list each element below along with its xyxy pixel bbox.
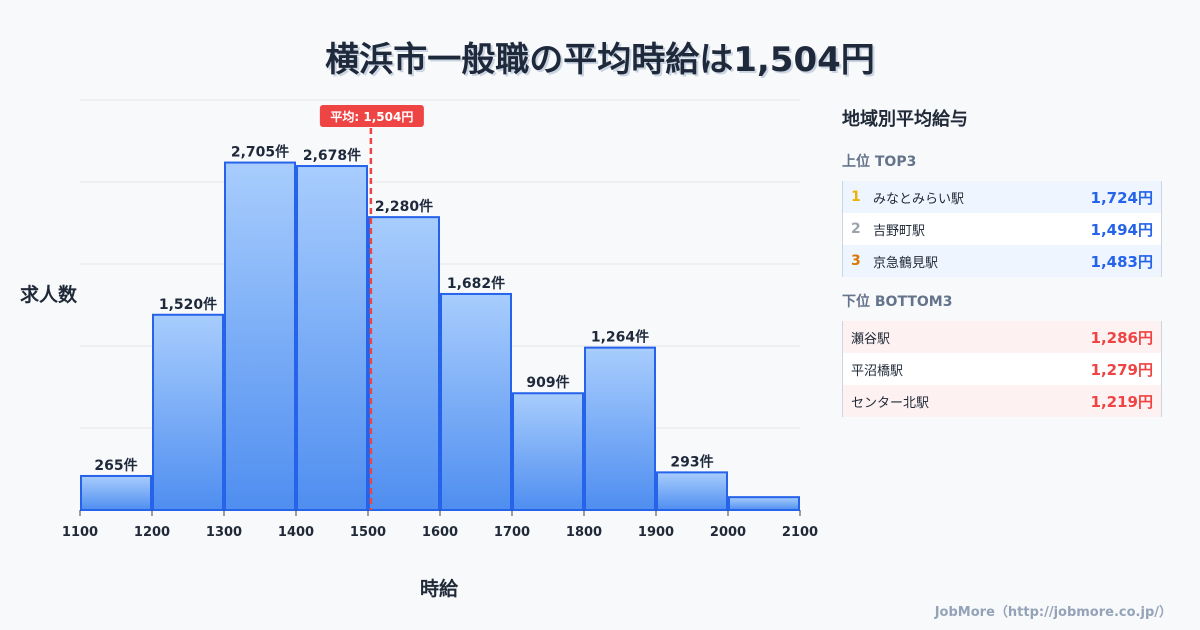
station-name: 平沼橋駅	[851, 363, 904, 379]
x-tick-label: 1500	[350, 525, 386, 540]
bar-data-label: 909件	[526, 374, 569, 391]
histogram-bar	[296, 165, 368, 511]
mean-badge	[319, 105, 424, 127]
x-tick-label: 1200	[134, 525, 170, 540]
regional-panel: 地域別平均給与 上位 TOP3 1 みなとみらい駅 1,724円 2 吉野町駅 1,49…	[842, 100, 1162, 431]
bottom-heading: 下位 BOTTOM3	[842, 294, 953, 310]
station-name: 吉野町駅	[873, 223, 926, 239]
top-table: 1 みなとみらい駅 1,724円 2 吉野町駅 1,494円 3 京急鶴見駅 1,483円	[842, 181, 1162, 277]
x-axis-label: 時給	[420, 578, 459, 600]
wage-value: 1,494円	[1090, 220, 1153, 239]
bottom-table: 瀬谷駅 1,286円 平沼橋駅 1,279円 センター北駅 1,219円	[842, 321, 1162, 417]
x-tick-label: 2100	[782, 525, 818, 540]
page-title: 横浜市一般職の平均時給は1,504円	[325, 40, 875, 80]
rank: 2	[851, 221, 861, 237]
panel-title: 地域別平均給与	[842, 109, 968, 130]
histogram-bar	[368, 216, 440, 511]
bar-data-label: 293件	[670, 453, 713, 470]
x-tick-label: 1100	[62, 525, 98, 540]
histogram: 265件 1,520件 2,705件 2,678件 2,280件 1,682件 909件 1,…	[62, 99, 818, 540]
table-row: 平沼橋駅 1,279円	[843, 353, 1161, 385]
wage-value: 1,483円	[1090, 252, 1153, 271]
top-heading: 上位 TOP3	[842, 154, 917, 170]
x-tick-label: 1800	[566, 525, 602, 540]
table-row: 1 みなとみらい駅 1,724円	[843, 181, 1161, 213]
station-name: センター北駅	[851, 395, 930, 411]
bar-data-label: 1,520件	[159, 296, 217, 313]
bar-data-label: 1,264件	[591, 329, 649, 346]
x-tick-label: 2000	[710, 525, 746, 540]
x-tick-label: 1700	[494, 525, 530, 540]
x-tick-label: 1400	[278, 525, 314, 540]
footer-credit: JobMore（http://jobmore.co.jp/）	[934, 605, 1172, 620]
histogram-bar	[440, 292, 512, 512]
histogram-bar	[656, 471, 728, 512]
histogram-bar	[224, 161, 296, 511]
station-name: 京急鶴見駅	[873, 255, 939, 271]
x-tick-label: 1300	[206, 525, 242, 540]
bar-data-label: 2,705件	[231, 144, 289, 161]
histogram-bar	[152, 313, 224, 511]
x-tick-label: 1600	[422, 525, 458, 540]
histogram-bar	[584, 346, 656, 511]
mean-label: 平均: 1,504円	[330, 109, 413, 124]
wage-value: 1,219円	[1090, 392, 1153, 411]
y-axis-label: 求人数	[20, 284, 78, 306]
histogram-bar	[80, 474, 152, 512]
bar-data-label: 2,280件	[375, 198, 433, 215]
x-tick-label: 1900	[638, 525, 674, 540]
wage-value: 1,279円	[1090, 360, 1153, 379]
table-row: 2 吉野町駅 1,494円	[843, 213, 1161, 245]
wage-value: 1,286円	[1090, 328, 1153, 347]
histogram-bar	[728, 496, 800, 512]
wage-value: 1,724円	[1090, 188, 1153, 207]
bar-data-label: 265件	[94, 457, 137, 474]
bar-data-label: 1,682件	[447, 275, 505, 292]
histogram-bar	[512, 392, 584, 512]
table-row: 3 京急鶴見駅 1,483円	[843, 245, 1161, 277]
table-row: センター北駅 1,219円	[843, 385, 1161, 417]
rank: 3	[851, 253, 861, 269]
rank: 1	[851, 189, 861, 205]
station-name: みなとみらい駅	[873, 191, 965, 207]
table-row: 瀬谷駅 1,286円	[843, 321, 1161, 353]
station-name: 瀬谷駅	[851, 331, 891, 347]
bar-data-label: 2,678件	[303, 147, 361, 164]
